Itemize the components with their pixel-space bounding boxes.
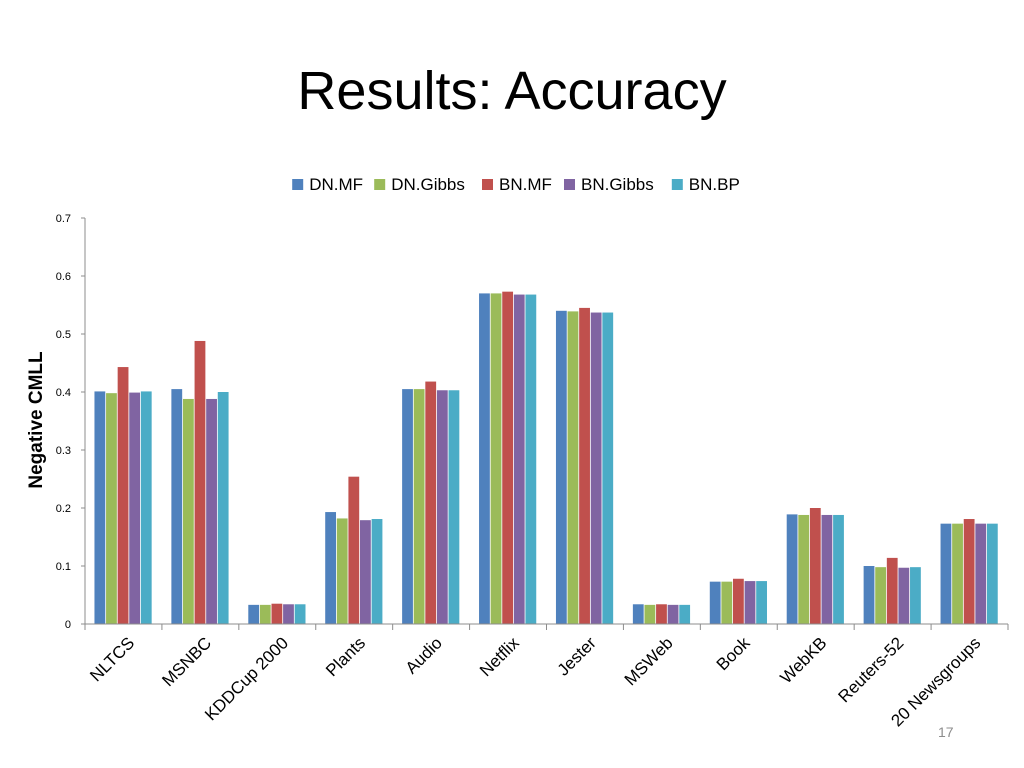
x-category-label: NLTCS [86, 633, 138, 685]
bar [129, 392, 141, 624]
y-axis-label: Negative CMLL [26, 351, 47, 489]
bar [490, 293, 502, 624]
legend-swatch [564, 179, 575, 190]
bar [590, 312, 602, 624]
bar [555, 310, 567, 624]
bar [448, 390, 460, 624]
bar [786, 514, 798, 624]
bar [679, 604, 691, 624]
bar [732, 578, 744, 624]
bar [744, 581, 756, 624]
y-tick-label: 0 [65, 619, 71, 631]
y-tick-label: 0.1 [56, 561, 71, 573]
bar [667, 604, 679, 624]
bar [479, 293, 490, 624]
bar [910, 567, 921, 624]
legend-label: DN.MF [309, 175, 363, 194]
bar [117, 367, 129, 624]
y-tick-label: 0.4 [56, 387, 71, 399]
legend-label: BN.Gibbs [581, 175, 654, 194]
bar [821, 514, 833, 624]
bar [886, 557, 898, 624]
bar [709, 581, 721, 624]
x-category-label: Reuters-52 [835, 633, 908, 706]
legend-swatch [482, 179, 493, 190]
bar [525, 294, 537, 624]
bar [833, 514, 844, 624]
bar [898, 567, 910, 624]
bar [436, 390, 448, 624]
bar [875, 567, 887, 624]
y-tick-label: 0.5 [56, 329, 71, 341]
bar [283, 604, 294, 624]
bar [206, 398, 217, 624]
legend-swatch [374, 179, 386, 190]
bar [721, 581, 733, 624]
x-category-label: Jester [554, 633, 600, 679]
bar [632, 604, 644, 624]
bar [171, 389, 183, 624]
x-category-label: Audio [402, 633, 446, 677]
legend-swatch [292, 179, 304, 190]
bar [502, 291, 514, 624]
bar [756, 581, 767, 624]
bar [271, 603, 283, 624]
bar [217, 392, 229, 624]
bar [579, 307, 590, 624]
bar [425, 381, 437, 624]
legend-label: BN.MF [499, 175, 552, 194]
x-category-label: Netflix [476, 633, 523, 680]
bar [656, 604, 667, 624]
bar [602, 312, 614, 624]
y-tick-label: 0.6 [56, 271, 71, 283]
bar [248, 604, 260, 624]
slide-title: Results: Accuracy [297, 61, 727, 121]
legend-swatch [671, 179, 683, 190]
bar [986, 523, 998, 624]
x-category-label: MSNBC [158, 633, 215, 690]
bar [940, 523, 952, 624]
bar [94, 391, 106, 624]
x-category-label: WebKB [777, 633, 831, 687]
bar [336, 518, 348, 624]
bar [644, 604, 656, 624]
page-number: 17 [938, 724, 954, 740]
bar [809, 508, 821, 624]
bar [798, 514, 810, 624]
bar [182, 398, 194, 624]
bar [259, 604, 271, 624]
bar [402, 389, 413, 624]
x-category-label: Plants [322, 633, 369, 680]
bar [106, 393, 117, 624]
x-category-label: MSWeb [621, 633, 677, 689]
bar [513, 294, 525, 624]
legend-label: DN.Gibbs [391, 175, 465, 194]
bar [567, 311, 579, 624]
x-category-label: Book [713, 633, 754, 674]
bar [294, 604, 306, 624]
legend-label: BN.BP [689, 175, 740, 194]
bar [952, 523, 963, 624]
chart-legend: DN.MF DN.Gibbs BN.MF BN.Gibbs BN.BP [292, 175, 740, 194]
y-tick-label: 0.2 [56, 503, 71, 515]
y-tick-label: 0.7 [56, 213, 71, 225]
bar [963, 519, 975, 624]
bar [360, 520, 371, 624]
bar [975, 523, 987, 624]
bar [140, 391, 152, 624]
bar [194, 340, 206, 624]
bar [413, 389, 425, 624]
bar [325, 512, 337, 624]
bar [371, 519, 383, 624]
bar [348, 476, 360, 624]
y-axis: 0 0.1 0.2 0.3 0.4 0.5 0.6 0.7 [56, 213, 86, 631]
bar [863, 566, 875, 624]
y-tick-label: 0.3 [56, 445, 71, 457]
chart-bars [94, 291, 998, 624]
